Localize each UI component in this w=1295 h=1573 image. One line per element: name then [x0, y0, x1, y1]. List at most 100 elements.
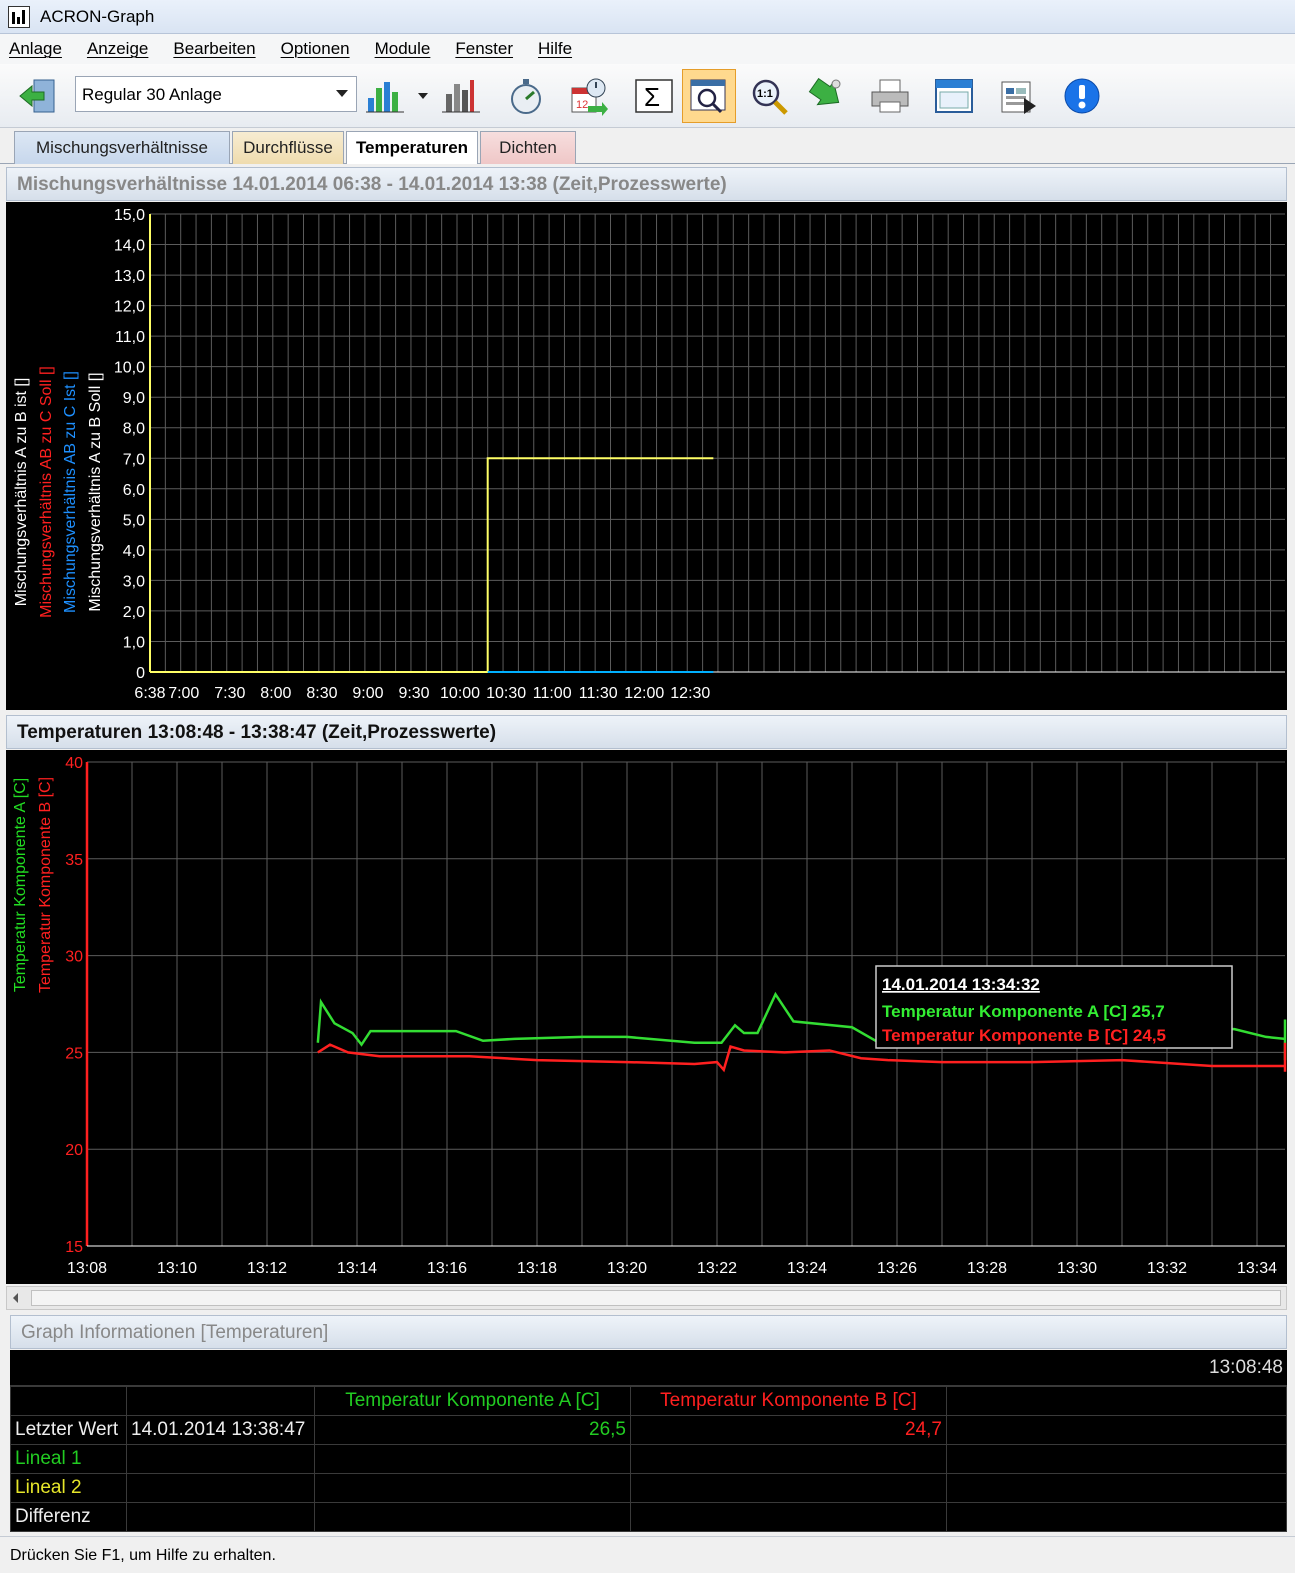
menu-hilfe[interactable]: Hilfe [538, 39, 573, 58]
menu-module[interactable]: Module [374, 39, 431, 58]
row-value-a [314, 1502, 631, 1532]
y-tick-label: 25 [65, 1045, 83, 1062]
zoom-window-icon[interactable] [682, 69, 736, 123]
zoom-1-1-icon[interactable]: 1:1 [744, 70, 796, 122]
graph-info-header: Graph Informationen [Temperaturen] [10, 1315, 1287, 1349]
y-tick-label: 40 [65, 755, 83, 772]
y-tick-label: 4,0 [123, 543, 145, 560]
row-value-b [630, 1444, 947, 1474]
app-chart-icon [8, 5, 30, 28]
x-tick-label: 13:14 [337, 1260, 377, 1277]
row-value-b: 24,7 [630, 1415, 947, 1445]
info-table: Temperatur Komponente A [C] Temperatur K… [10, 1386, 1287, 1532]
chart-settings-icon[interactable] [436, 70, 488, 122]
calendar-clock-icon[interactable]: 12 [562, 70, 614, 122]
tab-durchfluesse[interactable]: Durchflüsse [232, 131, 344, 164]
report-icon[interactable] [992, 70, 1044, 122]
series-line [150, 457, 714, 673]
title-bar: ACRON-Graph [0, 0, 1295, 34]
dropdown-arrow-icon[interactable] [412, 70, 434, 122]
series-line [317, 1042, 1287, 1073]
y-axis-title: Mischungsverhältnis AB zu C Soll [] [38, 366, 55, 618]
printer-icon[interactable] [864, 70, 916, 122]
menu-optionen[interactable]: Optionen [280, 39, 350, 58]
x-tick-label: 13:12 [247, 1260, 287, 1277]
scroll-left-icon[interactable] [13, 1293, 18, 1303]
x-tick-label: 13:20 [607, 1260, 647, 1277]
table-row: Differenz [10, 1502, 1287, 1532]
sigma-icon[interactable]: Σ [628, 70, 680, 122]
x-tick-label: 13:24 [787, 1260, 827, 1277]
x-tick-label: 7:30 [214, 685, 245, 702]
chart-temperaturen-svg: 15 20 25 30 35 40 13:08 13:10 13:12 13:14 13:16 13:… [12, 755, 1287, 1277]
row-value-b [630, 1473, 947, 1503]
y-tick-label: 35 [65, 852, 83, 869]
panel-mischungsverhaeltnisse-header: Mischungsverhältnisse 14.01.2014 06:38 -… [6, 167, 1287, 201]
x-tick-label: 13:34 [1237, 1260, 1277, 1277]
tab-temperaturen[interactable]: Temperaturen [346, 131, 478, 164]
y-tick-label: 8,0 [123, 421, 145, 438]
chevron-down-icon[interactable] [336, 90, 348, 97]
plant-selector-value: Regular 30 Anlage [82, 85, 222, 104]
exit-icon[interactable] [12, 70, 64, 122]
y-axis-title: Temperatur Komponente A [C] [12, 778, 29, 992]
y-tick-label: 15,0 [114, 207, 145, 224]
chart-mischungsverhaeltnisse[interactable]: 0 1,0 2,0 3,0 4,0 5,0 6,0 7,0 8,0 9,0 10,0 11,0 12,0… [6, 202, 1287, 710]
menu-fenster[interactable]: Fenster [455, 39, 514, 58]
graph-info-panel: 13:08:48 Temperatur Komponente A [C] Tem… [10, 1350, 1287, 1532]
toolbar: 12 Σ 1:1 [0, 64, 1295, 128]
chart-mischungsverhaeltnisse-svg: 0 1,0 2,0 3,0 4,0 5,0 6,0 7,0 8,0 9,0 10,0 11,0 12,0… [13, 207, 1285, 702]
y-tick-label: 1,0 [123, 634, 145, 651]
x-tick-label: 6:38 [134, 685, 165, 702]
y-tick-label: 14,0 [114, 238, 145, 255]
tab-mischungsverhaeltnisse[interactable]: Mischungsverhältnisse [14, 131, 230, 164]
horizontal-scrollbar[interactable] [6, 1286, 1287, 1310]
row-time: 14.01.2014 13:38:47 [126, 1415, 315, 1445]
col-header-b: Temperatur Komponente B [C] [630, 1386, 947, 1416]
menu-anlage[interactable]: Anlage [9, 39, 62, 58]
x-tick-label: 13:16 [427, 1260, 467, 1277]
bar-chart-icon[interactable] [360, 70, 412, 122]
y-axis-title: Mischungsverhältnis A zu B Soll [] [87, 372, 104, 611]
menu-anzeige[interactable]: Anzeige [86, 39, 149, 58]
x-tick-label: 13:32 [1147, 1260, 1187, 1277]
y-tick-label: 11,0 [115, 329, 145, 346]
tab-dichten[interactable]: Dichten [480, 131, 576, 164]
info-time: 13:08:48 [10, 1350, 1287, 1386]
y-axis-title: Temperatur Komponente B [C] [37, 777, 54, 993]
export-arrow-icon[interactable] [800, 70, 852, 122]
y-axis-title: Mischungsverhältnis AB zu C Ist [] [62, 371, 79, 613]
x-tick-label: 13:08 [67, 1260, 107, 1277]
table-row: Lineal 1 [10, 1444, 1287, 1474]
menu-bearbeiten[interactable]: Bearbeiten [173, 39, 256, 58]
row-time [126, 1502, 315, 1532]
tooltip-box [875, 965, 1233, 1049]
y-tick-label: 30 [65, 949, 83, 966]
tooltip-timestamp: 14.01.2014 13:34:32 [882, 975, 1040, 994]
row-time [126, 1473, 315, 1503]
stopwatch-icon[interactable] [500, 70, 552, 122]
info-icon[interactable] [1056, 70, 1108, 122]
row-label: Lineal 1 [10, 1444, 127, 1474]
y-tick-label: 9,0 [123, 390, 145, 407]
svg-text:1:1: 1:1 [757, 88, 773, 100]
x-tick-label: 13:26 [877, 1260, 917, 1277]
x-tick-label: 11:30 [579, 685, 618, 702]
y-axis-title: Mischungsverhältnis A zu B ist [] [13, 378, 30, 607]
chart-temperaturen[interactable]: 15 20 25 30 35 40 13:08 13:10 13:12 13:14 13:16 13:… [6, 750, 1287, 1284]
scrollbar-thumb[interactable] [31, 1290, 1281, 1306]
row-time [126, 1444, 315, 1474]
window-icon[interactable] [928, 70, 980, 122]
x-tick-label: 13:22 [697, 1260, 737, 1277]
y-tick-label: 0 [136, 665, 145, 682]
row-value-b [630, 1502, 947, 1532]
svg-text:Σ: Σ [644, 82, 660, 112]
x-tick-label: 8:00 [260, 685, 291, 702]
svg-text:12: 12 [576, 99, 588, 111]
tab-bar: Mischungsverhältnisse Durchflüsse Temper… [0, 128, 1295, 164]
y-tick-label: 6,0 [123, 482, 145, 499]
y-tick-label: 15 [65, 1239, 83, 1256]
x-tick-label: 12:00 [624, 685, 664, 702]
plant-selector[interactable]: Regular 30 Anlage [75, 76, 357, 112]
